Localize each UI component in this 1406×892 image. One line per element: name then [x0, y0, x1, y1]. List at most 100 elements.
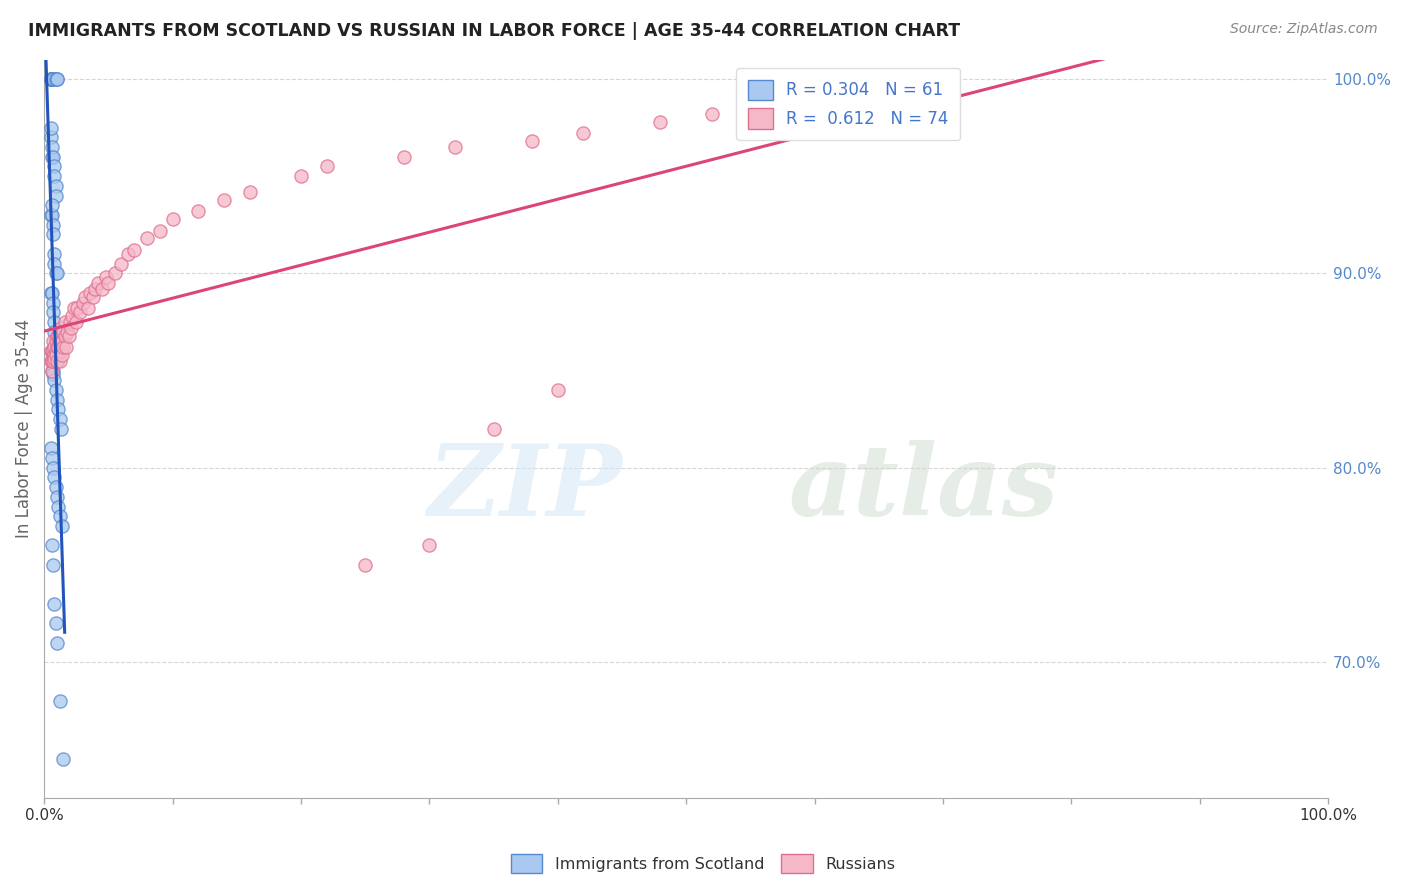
Text: IMMIGRANTS FROM SCOTLAND VS RUSSIAN IN LABOR FORCE | AGE 35-44 CORRELATION CHART: IMMIGRANTS FROM SCOTLAND VS RUSSIAN IN L… — [28, 22, 960, 40]
Point — [520, 134, 543, 148]
Point — [42, 218, 65, 232]
Point — [45, 383, 67, 397]
Point — [46, 266, 69, 280]
Point — [41, 140, 63, 154]
Point — [41, 363, 63, 377]
Point — [79, 285, 101, 300]
Point — [46, 354, 69, 368]
Point — [42, 354, 65, 368]
Point — [135, 231, 157, 245]
Point — [58, 328, 80, 343]
Point — [42, 460, 65, 475]
Point — [39, 442, 62, 456]
Point — [46, 340, 69, 354]
Point — [59, 315, 82, 329]
Point — [444, 140, 467, 154]
Point — [110, 257, 132, 271]
Text: ZIP: ZIP — [427, 440, 621, 536]
Point — [41, 198, 63, 212]
Point — [46, 490, 69, 504]
Point — [45, 188, 67, 202]
Point — [41, 208, 63, 222]
Point — [66, 301, 89, 316]
Point — [44, 315, 66, 329]
Point — [830, 87, 852, 102]
Point — [46, 392, 69, 407]
Point — [238, 185, 260, 199]
Point — [39, 344, 62, 359]
Point — [149, 224, 172, 238]
Point — [778, 95, 800, 110]
Point — [122, 243, 145, 257]
Point — [45, 334, 67, 349]
Point — [44, 169, 66, 184]
Point — [104, 266, 127, 280]
Point — [48, 509, 70, 524]
Point — [56, 325, 79, 339]
Point — [46, 402, 69, 417]
Point — [53, 315, 76, 329]
Point — [482, 422, 505, 436]
Point — [187, 204, 209, 219]
Point — [290, 169, 312, 184]
Point — [39, 72, 62, 87]
Point — [51, 519, 73, 533]
Point — [94, 270, 117, 285]
Point — [46, 328, 69, 343]
Point — [46, 635, 69, 649]
Text: atlas: atlas — [789, 440, 1059, 536]
Legend: R = 0.304   N = 61, R =  0.612   N = 74: R = 0.304 N = 61, R = 0.612 N = 74 — [737, 68, 960, 140]
Point — [315, 160, 337, 174]
Point — [42, 150, 65, 164]
Point — [45, 334, 67, 349]
Point — [42, 227, 65, 242]
Point — [84, 282, 107, 296]
Point — [46, 72, 69, 87]
Point — [547, 383, 569, 397]
Point — [41, 354, 63, 368]
Point — [212, 193, 235, 207]
Point — [44, 325, 66, 339]
Point — [46, 72, 69, 87]
Point — [97, 276, 120, 290]
Point — [868, 72, 890, 87]
Point — [42, 72, 65, 87]
Point — [39, 72, 62, 87]
Point — [62, 301, 84, 316]
Point — [41, 344, 63, 359]
Point — [55, 340, 77, 354]
Point — [48, 354, 70, 368]
Point — [41, 363, 63, 377]
Point — [45, 480, 67, 494]
Point — [42, 558, 65, 572]
Point — [45, 266, 67, 280]
Point — [82, 290, 104, 304]
Point — [49, 320, 72, 334]
Point — [45, 616, 67, 631]
Point — [44, 351, 66, 366]
Point — [392, 150, 415, 164]
Point — [354, 558, 377, 572]
Point — [117, 247, 139, 261]
Point — [45, 348, 67, 362]
Point — [87, 276, 110, 290]
Point — [42, 305, 65, 319]
Point — [48, 694, 70, 708]
Point — [76, 301, 98, 316]
Point — [650, 115, 672, 129]
Point — [60, 309, 83, 323]
Point — [52, 340, 75, 354]
Point — [45, 72, 67, 87]
Point — [44, 348, 66, 362]
Text: Source: ZipAtlas.com: Source: ZipAtlas.com — [1230, 22, 1378, 37]
Point — [42, 72, 65, 87]
Point — [42, 334, 65, 349]
Point — [42, 363, 65, 377]
Point — [42, 295, 65, 310]
Point — [39, 72, 62, 87]
Point — [65, 315, 87, 329]
Point — [48, 325, 70, 339]
Point — [41, 150, 63, 164]
Point — [700, 107, 723, 121]
Point — [39, 130, 62, 145]
